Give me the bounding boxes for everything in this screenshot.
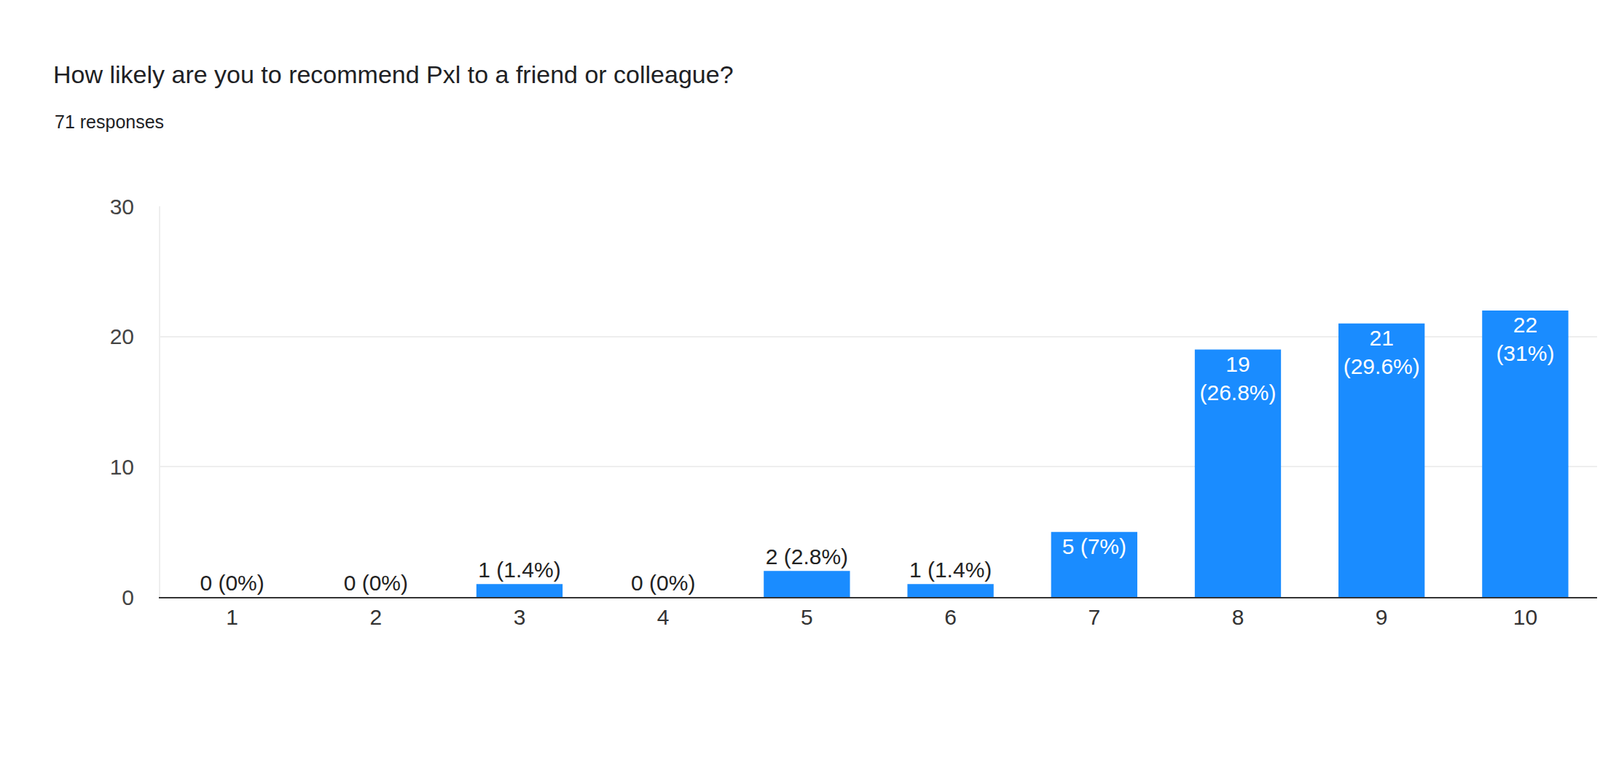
svg-text:19(26.8%): 19(26.8%) [1199, 351, 1276, 405]
svg-text:10: 10 [110, 454, 135, 479]
svg-text:2 (2.8%): 2 (2.8%) [765, 544, 849, 569]
svg-text:3: 3 [513, 604, 527, 629]
svg-text:0 (0%): 0 (0%) [630, 570, 696, 595]
svg-text:5 (7%): 5 (7%) [1062, 534, 1127, 559]
svg-text:2: 2 [369, 604, 382, 629]
svg-text:8: 8 [1232, 604, 1245, 629]
svg-text:0: 0 [121, 585, 135, 610]
svg-text:10: 10 [1513, 604, 1538, 629]
svg-text:0 (0%): 0 (0%) [343, 570, 409, 595]
svg-text:1: 1 [225, 604, 239, 629]
svg-text:7: 7 [1087, 604, 1101, 629]
svg-text:5: 5 [800, 604, 814, 629]
svg-text:9: 9 [1375, 604, 1388, 629]
svg-text:6: 6 [944, 604, 957, 629]
svg-text:4: 4 [657, 604, 670, 629]
svg-text:71 responses: 71 responses [54, 111, 164, 132]
svg-text:22(31%): 22(31%) [1495, 312, 1555, 366]
svg-text:21(29.6%): 21(29.6%) [1343, 325, 1421, 379]
svg-text:30: 30 [110, 194, 135, 219]
svg-text:20: 20 [110, 324, 135, 349]
svg-text:0 (0%): 0 (0%) [199, 570, 264, 595]
svg-text:How likely are you to recommen: How likely are you to recommend Pxl to a… [53, 60, 734, 89]
svg-text:1 (1.4%): 1 (1.4%) [909, 557, 992, 582]
svg-text:1 (1.4%): 1 (1.4%) [477, 557, 561, 582]
